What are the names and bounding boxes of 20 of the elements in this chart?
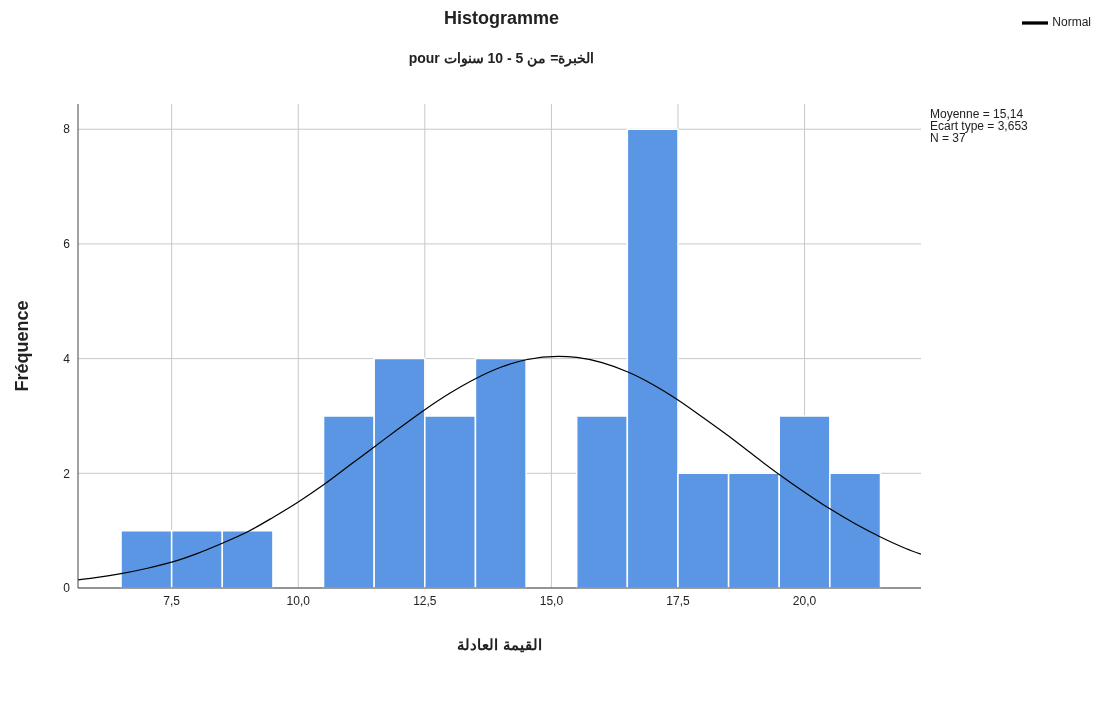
text: Moyenne = 15,14: [930, 107, 1024, 121]
chart-subtitle: pour الخبرة= من 5 - 10 سنوات: [408, 50, 595, 66]
legend-label: Normal: [1052, 15, 1091, 30]
text: N = 37: [930, 131, 967, 145]
y-tick-label: 2: [63, 466, 71, 481]
y-tick-label: 6: [63, 237, 71, 252]
x-axis-title: القيمة العادلة: [457, 636, 542, 653]
y-axis-title: Fréquence: [12, 300, 33, 392]
x-tick-label: 10,0: [286, 593, 311, 608]
y-tick-label: 8: [63, 122, 71, 137]
line-series: [78, 355, 921, 581]
text: Ecart type = 3,653: [930, 119, 1028, 133]
x-tick-label: 15,0: [539, 593, 564, 608]
x-tick-label: 17,5: [666, 593, 690, 608]
x-tick-label: 20,0: [792, 593, 817, 608]
x-tick-label: 7,5: [163, 593, 181, 608]
x-tick-label: 12,5: [413, 593, 437, 608]
y-tick-label: 4: [63, 351, 71, 366]
chart-title: Histogramme: [443, 8, 560, 29]
y-tick-label: 0: [63, 581, 71, 596]
